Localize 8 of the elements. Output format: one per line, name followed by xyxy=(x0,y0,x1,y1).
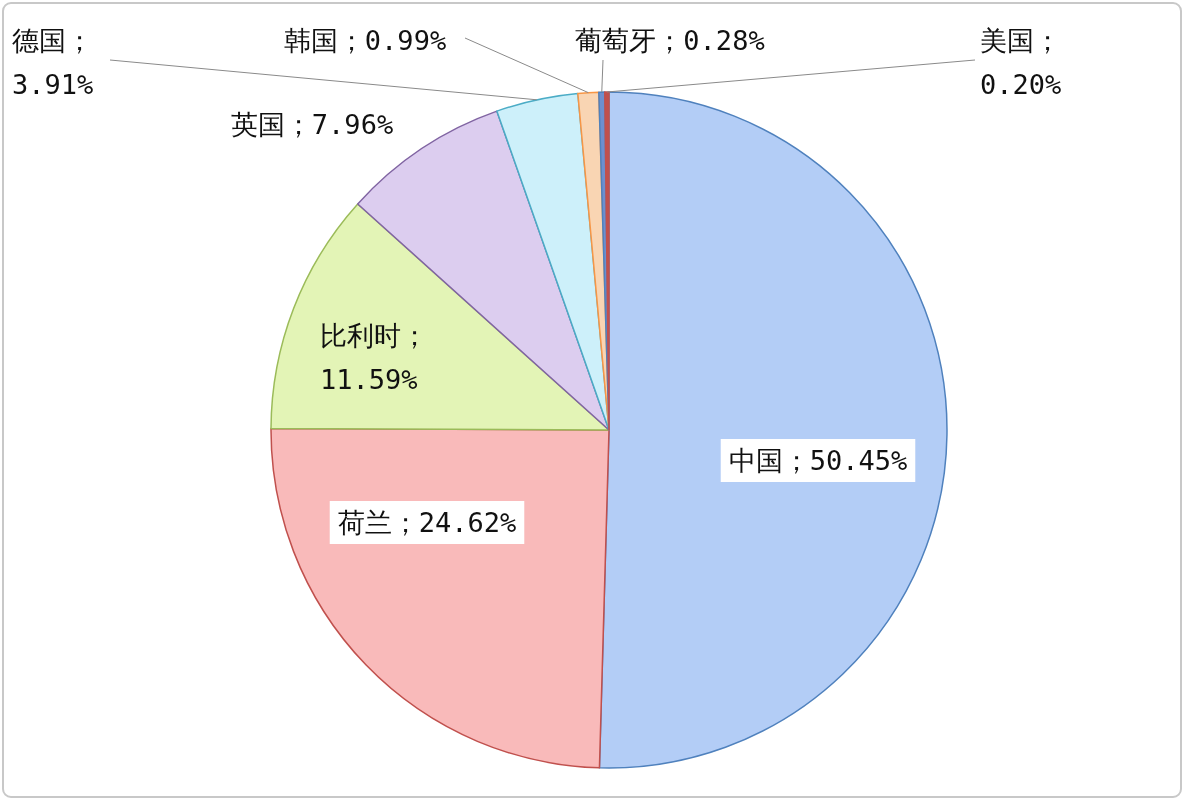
slice-label: 比利时；11.59% xyxy=(320,320,428,395)
slice-label: 韩国；0.99% xyxy=(283,25,447,56)
slice-label: 葡萄牙；0.28% xyxy=(575,25,765,56)
slice-label: 英国；7.96% xyxy=(230,109,394,140)
slice-label: 德国；3.91% xyxy=(12,25,94,100)
slice-label: 中国；50.45% xyxy=(728,445,908,476)
slice-label: 荷兰；24.62% xyxy=(337,507,517,538)
slice-label: 美国；0.20% xyxy=(980,25,1062,100)
